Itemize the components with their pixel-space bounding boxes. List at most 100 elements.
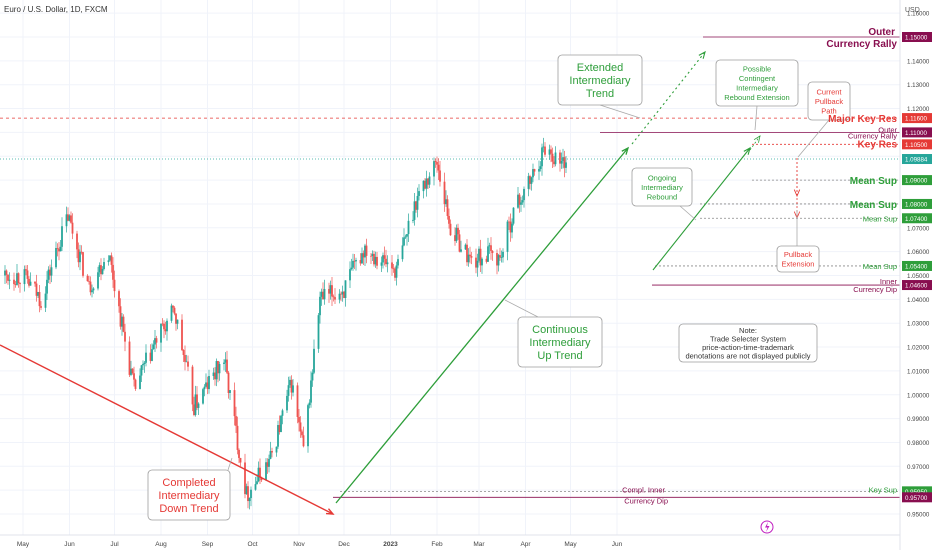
- candle-body: [565, 162, 567, 168]
- candle-body: [476, 260, 479, 268]
- candle-body: [541, 147, 543, 167]
- level-label: Mean Sup: [863, 214, 897, 223]
- candle-body: [244, 462, 246, 495]
- annotation-text: Intermediary: [569, 75, 631, 87]
- candle-body: [475, 257, 477, 268]
- candle-body: [317, 315, 320, 349]
- candle-body: [422, 180, 425, 192]
- candle-body: [7, 274, 9, 281]
- candle-body: [511, 223, 513, 233]
- candle-body: [362, 253, 365, 258]
- level-label: Mean Sup: [863, 262, 897, 271]
- annotation-connector: [504, 299, 539, 318]
- y-tick-label: 1.14000: [907, 58, 930, 65]
- candle-body: [70, 215, 72, 223]
- candle-body: [223, 362, 225, 365]
- annotation-text: Possible: [743, 65, 771, 74]
- candle-body: [509, 221, 512, 233]
- candle-body: [181, 319, 183, 351]
- candle-body: [229, 390, 231, 393]
- annotation-text: Ongoing: [648, 173, 676, 182]
- candle-body: [433, 161, 435, 177]
- candle-body: [403, 237, 405, 246]
- candle-body: [173, 307, 176, 314]
- level-label: Key Sup: [869, 485, 897, 494]
- candle-body: [487, 246, 489, 262]
- candle-body: [86, 275, 89, 282]
- candle-body: [281, 410, 284, 416]
- x-tick-label: Nov: [293, 541, 305, 548]
- candle-body: [464, 244, 467, 250]
- candle-body: [98, 265, 101, 273]
- x-tick-label: Dec: [338, 541, 350, 548]
- price-levels: [0, 36, 900, 498]
- candle-body: [455, 227, 458, 242]
- candle-body: [184, 355, 186, 362]
- candle-body: [287, 385, 290, 396]
- candle-body: [79, 251, 81, 263]
- candle-body: [383, 255, 386, 259]
- y-tick-label: 1.06000: [907, 249, 930, 256]
- annotation-text: Note:: [739, 326, 757, 335]
- candle-body: [238, 449, 240, 458]
- candle-body: [437, 164, 440, 171]
- flash-icon[interactable]: [760, 520, 774, 534]
- price-tag: [902, 32, 932, 42]
- candle-body: [460, 249, 462, 252]
- price-tag-label: 1.11600: [905, 116, 927, 123]
- candle-body: [113, 279, 116, 292]
- candle-body: [266, 462, 269, 467]
- candle-body: [319, 296, 321, 316]
- x-tick-label: May: [17, 541, 30, 548]
- candle-body: [479, 248, 482, 266]
- candle-body: [26, 270, 29, 279]
- candle-body: [329, 285, 332, 294]
- candle-body: [14, 284, 17, 285]
- candle-body: [302, 435, 305, 447]
- candle-body: [109, 255, 111, 261]
- y-tick-label: 0.97000: [907, 464, 930, 471]
- level-label: Compl. Inner: [622, 485, 665, 494]
- candle-body: [392, 268, 395, 270]
- annotation-text: Completed: [162, 477, 215, 489]
- annotation-box: [557, 54, 643, 106]
- candle-body: [394, 268, 396, 278]
- candle-body: [376, 256, 378, 266]
- annotation-connector: [599, 104, 641, 119]
- candle-body: [133, 373, 135, 380]
- annotation-box: [517, 316, 603, 368]
- candle-body: [47, 269, 50, 280]
- x-tick-label: Oct: [247, 541, 257, 548]
- candle-body: [539, 166, 542, 169]
- candle-body: [175, 313, 177, 324]
- annotation-text: Pullback: [784, 250, 813, 259]
- candle-body: [212, 372, 215, 377]
- candle-body: [427, 178, 429, 185]
- y-tick-label: 0.95000: [907, 512, 930, 519]
- candle-body: [443, 181, 446, 205]
- candle-body: [425, 178, 428, 189]
- annotation-text: Intermediary: [158, 490, 220, 502]
- candle-body: [37, 292, 39, 296]
- candle-body: [44, 293, 47, 308]
- candle-body: [533, 169, 536, 172]
- rebound-trend-line: [652, 147, 751, 271]
- candle-body: [67, 214, 69, 221]
- candle-body: [298, 417, 300, 423]
- candle-body: [271, 451, 273, 453]
- candle-body: [77, 249, 80, 263]
- candle-body: [542, 146, 545, 148]
- candle-body: [5, 270, 8, 275]
- candle-body: [17, 273, 20, 284]
- candle-body: [352, 260, 354, 268]
- candle-body: [265, 462, 267, 481]
- y-tick-label: 1.12000: [907, 106, 930, 113]
- candle-body: [280, 415, 282, 433]
- candle-body: [299, 422, 302, 432]
- candle-body: [110, 255, 113, 265]
- candle-body: [119, 306, 122, 327]
- candle-body: [260, 477, 263, 481]
- candle-body: [310, 380, 312, 403]
- candle-body: [529, 176, 531, 184]
